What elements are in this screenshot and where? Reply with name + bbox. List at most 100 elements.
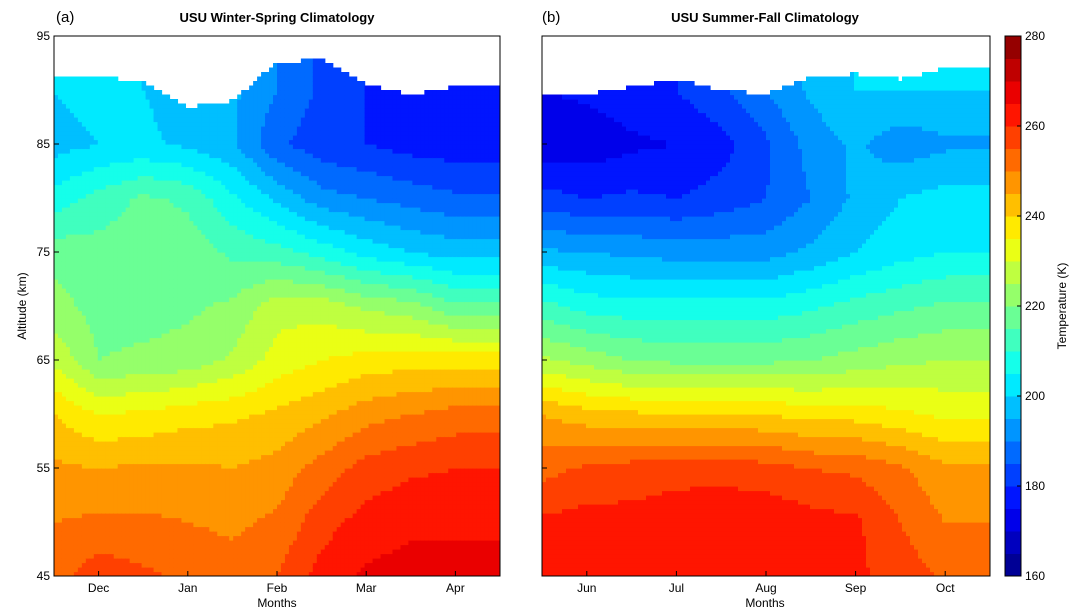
heatmap-cell bbox=[153, 270, 159, 276]
heatmap-cell bbox=[117, 423, 123, 429]
heatmap-cell bbox=[125, 171, 131, 177]
heatmap-cell bbox=[181, 103, 187, 109]
heatmap-cell bbox=[113, 571, 119, 576]
heatmap-cell bbox=[141, 432, 147, 438]
heatmap-cell bbox=[89, 373, 95, 379]
heatmap-cell bbox=[177, 405, 183, 411]
heatmap-cell bbox=[97, 256, 103, 262]
heatmap-cell bbox=[205, 162, 210, 168]
heatmap-cell bbox=[129, 157, 135, 163]
heatmap-cell bbox=[233, 148, 238, 154]
heatmap-cell bbox=[213, 274, 218, 280]
heatmap-cell bbox=[57, 126, 63, 132]
heatmap-cell bbox=[57, 283, 63, 289]
heatmap-cell bbox=[225, 175, 230, 181]
heatmap-cell bbox=[125, 522, 131, 528]
heatmap-cell bbox=[193, 387, 198, 393]
heatmap-cell bbox=[233, 220, 238, 226]
heatmap-cell bbox=[229, 328, 234, 334]
heatmap-cell bbox=[85, 391, 91, 397]
heatmap-cell bbox=[129, 121, 135, 127]
heatmap-cell bbox=[141, 549, 147, 555]
heatmap-cell bbox=[61, 135, 67, 141]
heatmap-cell bbox=[173, 283, 179, 289]
heatmap-cell bbox=[141, 481, 147, 487]
heatmap-cell bbox=[73, 531, 79, 537]
heatmap-cell bbox=[149, 112, 155, 118]
heatmap-cell bbox=[85, 405, 91, 411]
heatmap-cell bbox=[173, 342, 179, 348]
heatmap-cell bbox=[73, 243, 79, 249]
heatmap-cell bbox=[133, 333, 139, 339]
heatmap-cell bbox=[173, 207, 179, 213]
heatmap-cell bbox=[225, 558, 230, 564]
heatmap-cell bbox=[97, 216, 103, 222]
heatmap-cell bbox=[173, 540, 179, 546]
heatmap-cell bbox=[65, 382, 71, 388]
heatmap-cell bbox=[169, 117, 175, 123]
heatmap-cell bbox=[169, 490, 175, 496]
heatmap-cell bbox=[101, 562, 107, 568]
heatmap-cell bbox=[193, 112, 198, 118]
heatmap-cell bbox=[77, 346, 83, 352]
heatmap-cell bbox=[93, 166, 99, 172]
heatmap-cell bbox=[221, 238, 226, 244]
heatmap-cell bbox=[221, 225, 226, 231]
heatmap-cell bbox=[153, 207, 159, 213]
heatmap-cell bbox=[145, 162, 151, 168]
heatmap-cell bbox=[133, 405, 139, 411]
heatmap-cell bbox=[201, 360, 206, 366]
heatmap-cell bbox=[205, 472, 210, 478]
heatmap-cell bbox=[161, 130, 167, 136]
heatmap-cell bbox=[109, 490, 115, 496]
heatmap-cell bbox=[209, 319, 214, 325]
heatmap-cell bbox=[61, 445, 67, 451]
heatmap-cell bbox=[73, 297, 79, 303]
heatmap-cell bbox=[129, 481, 135, 487]
heatmap-cell bbox=[61, 184, 67, 190]
heatmap-cell bbox=[57, 247, 63, 253]
heatmap-cell bbox=[109, 288, 115, 294]
heatmap-cell bbox=[54, 423, 59, 429]
heatmap-cell bbox=[177, 441, 183, 447]
heatmap-cell bbox=[65, 121, 71, 127]
heatmap-cell bbox=[125, 279, 131, 285]
heatmap-cell bbox=[81, 409, 87, 415]
heatmap-cell bbox=[133, 238, 139, 244]
heatmap-cell bbox=[221, 481, 226, 487]
heatmap-cell bbox=[73, 360, 79, 366]
heatmap-cell bbox=[169, 562, 175, 568]
heatmap-cell bbox=[137, 346, 143, 352]
heatmap-cell bbox=[229, 540, 234, 546]
heatmap-cell bbox=[89, 400, 95, 406]
heatmap-cell bbox=[121, 288, 127, 294]
heatmap-cell bbox=[221, 216, 226, 222]
heatmap-cell bbox=[209, 310, 214, 316]
heatmap-cell bbox=[189, 481, 194, 487]
heatmap-cell bbox=[213, 306, 218, 312]
heatmap-cell bbox=[209, 432, 214, 438]
heatmap-cell bbox=[217, 445, 222, 451]
heatmap-cell bbox=[209, 481, 214, 487]
heatmap-cell bbox=[185, 319, 190, 325]
heatmap-cell bbox=[137, 252, 143, 258]
heatmap-cell bbox=[101, 436, 107, 442]
heatmap-cell bbox=[229, 180, 234, 186]
heatmap-cell bbox=[217, 328, 222, 334]
heatmap-cell bbox=[181, 108, 187, 114]
heatmap-cell bbox=[77, 315, 83, 321]
heatmap-cell bbox=[81, 211, 87, 217]
heatmap-cell bbox=[73, 252, 79, 258]
heatmap-cell bbox=[193, 369, 198, 375]
heatmap-cell bbox=[157, 522, 163, 528]
heatmap-cell bbox=[153, 247, 159, 253]
heatmap-cell bbox=[165, 513, 171, 519]
heatmap-cell bbox=[161, 459, 167, 465]
heatmap-cell bbox=[69, 337, 75, 343]
heatmap-cell bbox=[229, 531, 234, 537]
heatmap-cell bbox=[125, 333, 131, 339]
heatmap-cell bbox=[129, 283, 135, 289]
heatmap-cell bbox=[61, 441, 67, 447]
heatmap-cell bbox=[121, 495, 127, 501]
heatmap-cell bbox=[133, 337, 139, 343]
